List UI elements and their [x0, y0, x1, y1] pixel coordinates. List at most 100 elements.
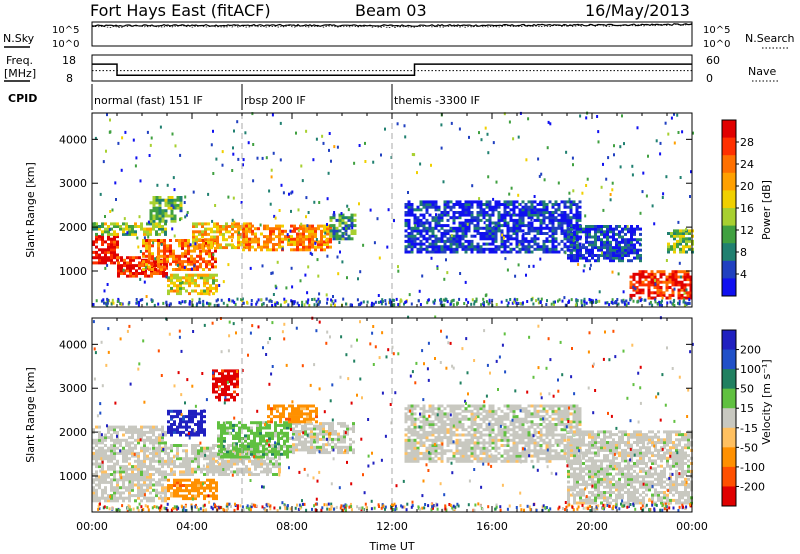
range-cell: [107, 494, 110, 498]
range-cell: [310, 437, 313, 441]
range-cell: [667, 250, 670, 254]
range-cell: [187, 241, 190, 245]
range-cell: [512, 247, 516, 251]
range-cell: [308, 229, 311, 233]
range-cell: [428, 449, 432, 453]
range-cell: [161, 217, 165, 221]
range-cell: [254, 467, 257, 471]
range-cell: [194, 454, 197, 458]
range-cell: [491, 234, 495, 238]
range-cell: [479, 234, 483, 238]
range-cell: [521, 205, 525, 209]
range-cell: [449, 409, 453, 413]
range-cell: [530, 221, 534, 225]
range-cell: [98, 256, 101, 260]
range-cell: [270, 175, 273, 179]
range-cell: [341, 234, 345, 238]
range-cell: [503, 245, 507, 249]
range-cell: [597, 227, 600, 231]
range-cell: [591, 243, 594, 247]
range-cell: [304, 437, 307, 441]
range-cell: [492, 197, 495, 201]
range-cell: [551, 245, 555, 249]
range-cell: [527, 216, 531, 220]
range-cell: [488, 218, 492, 222]
range-cell: [191, 428, 194, 432]
range-cell: [235, 442, 238, 446]
range-cell: [164, 499, 167, 503]
range-cell: [343, 422, 346, 426]
range-cell: [262, 452, 265, 456]
range-cell: [434, 412, 438, 416]
ground-cell: [629, 297, 632, 301]
range-cell: [416, 446, 420, 450]
range-cell: [236, 120, 239, 124]
range-cell: [164, 473, 167, 476]
range-cell: [500, 203, 504, 206]
range-cell: [110, 483, 113, 487]
range-cell: [266, 224, 269, 228]
range-cell: [656, 286, 660, 289]
range-cell: [140, 467, 143, 471]
range-cell: [202, 239, 205, 242]
ground-cell: [656, 302, 659, 306]
range-cell: [291, 407, 294, 411]
range-cell: [151, 254, 154, 258]
range-cell: [254, 248, 257, 252]
range-cell: [639, 238, 642, 242]
range-cell: [128, 227, 131, 231]
range-cell: [510, 186, 513, 190]
range-cell: [173, 289, 176, 293]
range-cell: [200, 425, 203, 429]
range-cell: [206, 454, 209, 458]
range-cell: [437, 208, 441, 212]
range-cell: [338, 241, 341, 244]
range-cell: [260, 248, 263, 252]
range-cell: [151, 239, 154, 242]
range-cell: [197, 430, 200, 434]
range-cell: [265, 434, 268, 438]
range-cell: [341, 221, 345, 225]
range-cell: [654, 282, 657, 286]
range-cell: [600, 240, 603, 244]
range-cell: [225, 230, 228, 234]
range-cell: [313, 451, 316, 455]
range-cell: [113, 240, 116, 244]
range-cell: [176, 484, 179, 487]
range-cell: [275, 235, 278, 239]
range-cell: [449, 430, 453, 434]
range-cell: [101, 446, 104, 450]
range-cell: [458, 423, 462, 426]
range-cell: [192, 238, 195, 242]
range-cell: [509, 247, 513, 251]
ground-cell: [442, 298, 445, 302]
range-cell: [92, 488, 95, 492]
range-cell: [314, 245, 317, 249]
range-cell: [162, 274, 165, 278]
range-cell: [491, 232, 495, 235]
range-cell: [594, 238, 597, 242]
range-cell: [282, 407, 285, 411]
range-cell: [410, 433, 414, 437]
range-cell: [223, 429, 226, 433]
ground-cell: [135, 298, 138, 301]
range-cell: [449, 436, 453, 440]
range-cell: [116, 483, 119, 487]
ground-cell: [270, 300, 273, 303]
range-cell: [443, 250, 447, 254]
range-cell: [266, 449, 269, 453]
range-cell: [143, 430, 146, 434]
range-cell: [452, 433, 456, 437]
range-cell: [530, 218, 533, 222]
range-cell: [515, 226, 519, 230]
range-cell: [143, 462, 146, 466]
range-cell: [464, 280, 467, 284]
range-cell: [297, 229, 300, 232]
range-cell: [654, 278, 656, 282]
range-cell: [340, 451, 343, 455]
range-cell: [191, 420, 194, 424]
range-cell: [272, 293, 275, 296]
range-cell: [202, 260, 205, 264]
power-ylabel: Slant Range [km]: [24, 162, 37, 258]
range-cell: [176, 491, 179, 495]
